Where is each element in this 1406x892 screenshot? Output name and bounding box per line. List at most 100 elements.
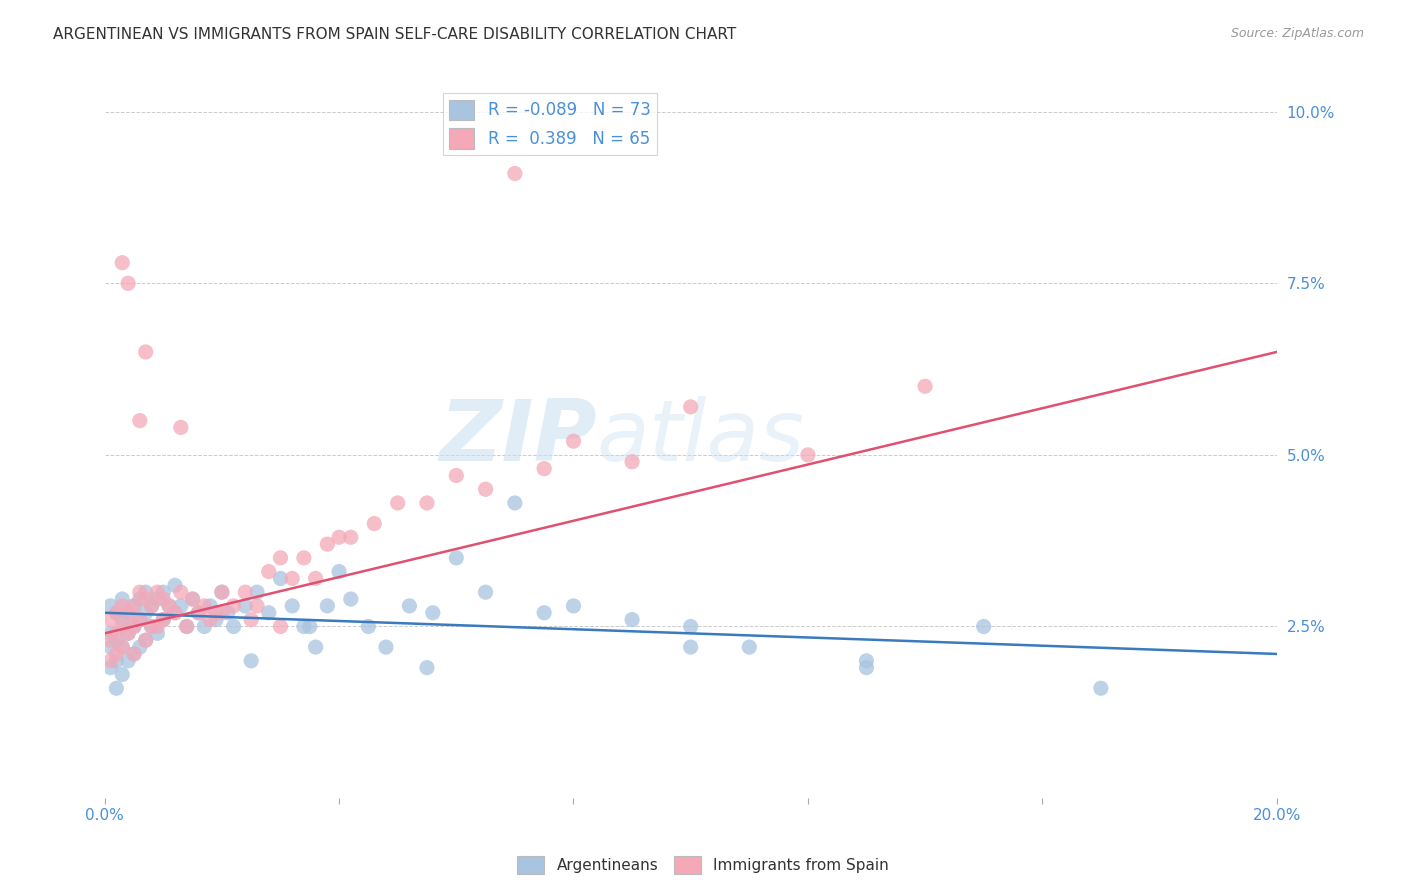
Point [233,599,256,613]
Point [128,613,150,627]
Point [205,613,228,627]
Point [269,550,291,565]
Point [211,606,233,620]
Point [398,599,420,613]
Point [117,606,139,620]
Point [422,606,444,620]
Point [562,599,585,613]
Point [176,619,198,633]
Text: Source: ZipAtlas.com: Source: ZipAtlas.com [1230,27,1364,40]
Point [205,606,228,620]
Point [211,585,233,599]
Point [135,633,157,648]
Point [416,496,439,510]
Point [1090,681,1112,696]
Point [269,619,291,633]
Point [281,599,304,613]
Point [679,400,702,414]
Point [122,647,145,661]
Point [128,640,150,654]
Point [222,619,245,633]
Point [122,619,145,633]
Point [328,565,350,579]
Point [135,606,157,620]
Point [562,434,585,449]
Point [146,619,169,633]
Point [474,585,496,599]
Point [141,619,163,633]
Point [181,592,204,607]
Point [152,613,174,627]
Point [233,585,256,599]
Text: atlas: atlas [598,396,804,479]
Point [181,592,204,607]
Point [128,585,150,599]
Point [533,461,555,475]
Point [105,633,128,648]
Point [222,599,245,613]
Point [246,599,269,613]
Point [292,619,315,633]
Point [269,571,291,585]
Legend: Argentineans, Immigrants from Spain: Argentineans, Immigrants from Spain [510,850,896,880]
Point [855,661,877,675]
Point [855,654,877,668]
Point [100,599,122,613]
Point [141,599,163,613]
Point [117,606,139,620]
Point [198,613,221,627]
Point [152,585,174,599]
Point [128,592,150,607]
Point [193,599,215,613]
Point [100,633,122,648]
Point [135,633,157,648]
Point [187,606,209,620]
Point [163,606,186,620]
Point [135,345,157,359]
Point [240,654,263,668]
Point [211,585,233,599]
Point [152,613,174,627]
Point [446,550,468,565]
Point [111,619,134,633]
Point [111,640,134,654]
Point [679,619,702,633]
Point [105,647,128,661]
Point [117,277,139,291]
Point [170,599,193,613]
Point [503,167,526,181]
Point [111,613,134,627]
Point [146,585,169,599]
Point [157,599,180,613]
Point [100,613,122,627]
Point [298,619,321,633]
Point [105,681,128,696]
Legend: R = -0.089   N = 73, R =  0.389   N = 65: R = -0.089 N = 73, R = 0.389 N = 65 [443,93,657,155]
Point [446,468,468,483]
Point [257,606,280,620]
Point [973,619,995,633]
Point [170,585,193,599]
Point [122,647,145,661]
Text: ZIP: ZIP [439,396,598,479]
Point [111,599,134,613]
Point [146,626,169,640]
Point [339,530,361,544]
Point [621,455,644,469]
Point [105,626,128,640]
Point [246,585,269,599]
Point [217,606,239,620]
Point [105,606,128,620]
Point [111,640,134,654]
Point [316,537,339,551]
Point [474,482,496,496]
Point [157,599,180,613]
Point [357,619,380,633]
Point [621,613,644,627]
Point [122,619,145,633]
Point [533,606,555,620]
Point [117,626,139,640]
Point [176,619,198,633]
Point [198,599,221,613]
Point [163,606,186,620]
